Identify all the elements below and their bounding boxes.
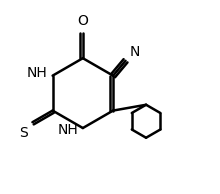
Text: O: O — [77, 14, 88, 28]
Text: S: S — [19, 126, 28, 140]
Text: NH: NH — [27, 66, 48, 80]
Text: N: N — [130, 45, 140, 59]
Text: NH: NH — [57, 123, 78, 137]
